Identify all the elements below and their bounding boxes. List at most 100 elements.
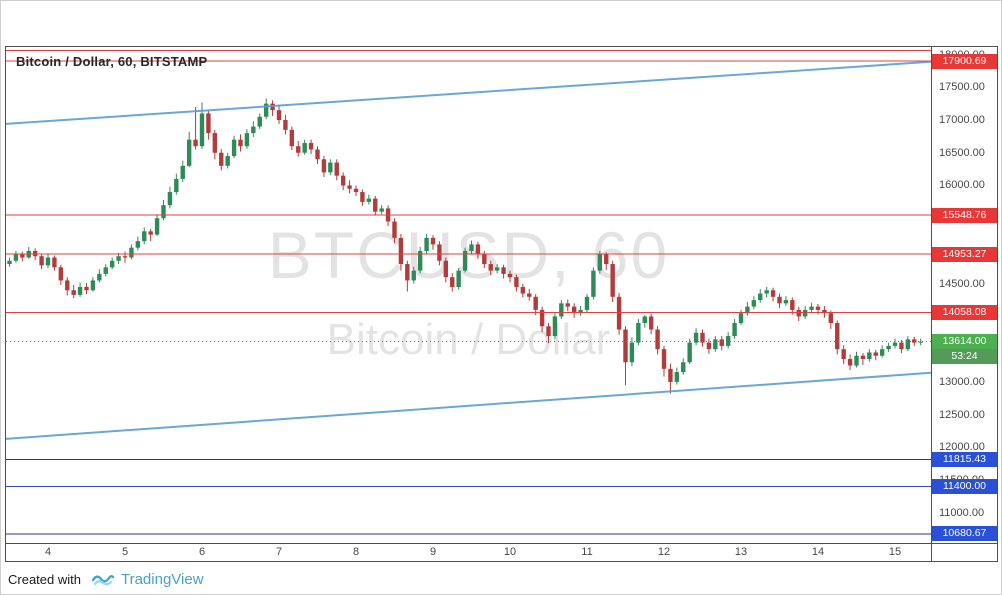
candle-body xyxy=(340,175,346,186)
candle-body xyxy=(437,244,442,261)
candle-body xyxy=(443,260,449,278)
time-tick-label: 10 xyxy=(503,546,517,558)
time-tick-label: 14 xyxy=(811,546,825,558)
candle-body xyxy=(206,113,211,134)
candle-body xyxy=(552,316,558,337)
price-tick-label: 16500.00 xyxy=(939,146,985,159)
candle-body xyxy=(886,345,891,350)
candle-body xyxy=(392,221,397,238)
candle-body xyxy=(71,290,76,295)
candle-body xyxy=(751,300,757,307)
candle-body xyxy=(706,342,712,350)
candle-body xyxy=(77,286,83,295)
price-line-badge: 11400.00 xyxy=(932,479,997,495)
candle-body xyxy=(263,103,269,117)
candle-body xyxy=(655,329,660,350)
candle-body xyxy=(809,306,814,310)
candle-body xyxy=(456,270,461,287)
candlestick-chart[interactable] xyxy=(6,47,931,543)
candle-body xyxy=(527,293,532,297)
candle-body xyxy=(199,113,205,147)
candle-body xyxy=(257,116,262,127)
time-tick-label: 5 xyxy=(121,546,129,558)
candle-body xyxy=(758,293,763,301)
candlestick-series xyxy=(7,98,923,394)
price-tick-label: 11000.00 xyxy=(939,506,985,519)
time-tick-label: 4 xyxy=(44,546,52,558)
price-tick-label: 13000.00 xyxy=(939,375,985,388)
candle-body xyxy=(366,198,372,202)
candle-body xyxy=(745,306,750,314)
price-line-badge: 15548.76 xyxy=(932,207,997,223)
candle-body xyxy=(488,264,493,271)
candle-body xyxy=(571,306,577,314)
candle-body xyxy=(45,257,51,266)
price-line-badge: 17900.69 xyxy=(932,53,997,69)
candle-body xyxy=(186,139,192,166)
time-axis[interactable]: 4 5 6 7 8 9 10 11 12 13 14 15 xyxy=(6,544,931,561)
candle-body xyxy=(616,296,622,330)
candle-body xyxy=(847,359,853,366)
trendline[interactable] xyxy=(6,60,931,125)
candle-body xyxy=(129,247,134,258)
price-tick-label: 17500.00 xyxy=(939,81,985,94)
candle-body xyxy=(58,267,64,281)
candle-body xyxy=(219,152,224,166)
candle-body xyxy=(501,267,506,274)
candle-body xyxy=(815,306,821,310)
candle-body xyxy=(39,256,44,266)
tradingview-link[interactable]: TradingView xyxy=(120,570,204,588)
chart-plot-area[interactable]: BTCUSD, 60 Bitcoin / Dollar Bitcoin / Do… xyxy=(6,47,931,543)
candle-body xyxy=(103,267,108,274)
candle-body xyxy=(918,341,923,343)
chart-legend[interactable]: Bitcoin / Dollar, 60, BITSTAMP xyxy=(16,54,208,69)
candle-body xyxy=(180,165,185,179)
price-line-badge: 11815.43 xyxy=(932,451,997,467)
price-axis[interactable]: 18000.0017500.0017000.0016500.0016000.00… xyxy=(932,47,997,543)
candle-body xyxy=(674,372,680,382)
candle-body xyxy=(648,316,654,330)
candle-body xyxy=(661,349,667,369)
candle-body xyxy=(321,159,327,173)
time-tick-label: 7 xyxy=(275,546,283,558)
candle-body xyxy=(584,296,590,310)
candle-body xyxy=(770,290,776,297)
candle-body xyxy=(251,126,256,134)
candle-body xyxy=(860,355,866,360)
candle-body xyxy=(225,156,230,166)
candle-body xyxy=(20,254,25,258)
candle-body xyxy=(450,277,455,287)
candle-body xyxy=(905,339,911,350)
price-line-badge: 10680.67 xyxy=(932,526,997,542)
candle-body xyxy=(65,280,70,291)
candle-body xyxy=(109,260,115,268)
candle-body xyxy=(373,198,378,212)
created-with-label: Created with xyxy=(8,571,81,587)
trendline[interactable] xyxy=(6,371,931,440)
time-tick-label: 9 xyxy=(429,546,437,558)
candle-body xyxy=(764,290,769,294)
candle-body xyxy=(469,244,474,251)
candle-body xyxy=(353,188,359,193)
candle-body xyxy=(867,352,872,360)
price-tick-label: 17000.00 xyxy=(939,114,985,126)
candle-body xyxy=(238,139,243,147)
candle-body xyxy=(283,120,288,130)
candle-body xyxy=(719,339,724,346)
candle-body xyxy=(713,339,718,350)
candle-body xyxy=(738,313,744,323)
candle-body xyxy=(539,309,545,327)
candle-body xyxy=(334,162,339,176)
candle-body xyxy=(533,296,538,310)
candle-body xyxy=(417,250,423,271)
candle-body xyxy=(783,300,789,304)
candle-body xyxy=(142,231,147,242)
candle-body xyxy=(167,192,173,206)
candle-body xyxy=(84,286,89,291)
candle-body xyxy=(623,329,628,363)
candle-body xyxy=(912,339,917,343)
candle-body xyxy=(296,146,301,153)
candle-body xyxy=(725,336,731,346)
last-price-badge: 13614.00 xyxy=(932,334,997,350)
